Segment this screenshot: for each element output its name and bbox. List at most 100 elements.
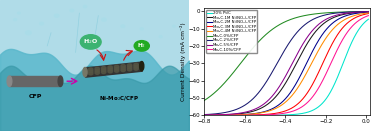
- Y-axis label: Current Density (mA cm⁻²): Current Density (mA cm⁻²): [180, 22, 186, 101]
- Mo₂C-2M Ni(NO₃)₂/CFP: [266, 110, 270, 111]
- Mo₂C-1M Ni(NO₃)₂/CFP: [198, 114, 202, 116]
- Circle shape: [101, 69, 106, 72]
- Mo₂C-4M Ni(NO₃)₂/CFP: [215, 114, 220, 116]
- Circle shape: [84, 5, 87, 8]
- Mo₂C-1M Ni(NO₃)₂/CFP: [329, 18, 334, 19]
- Circle shape: [115, 67, 119, 70]
- Mo₂C-4M Ni(NO₃)₂/CFP: [198, 114, 202, 116]
- Circle shape: [108, 68, 112, 71]
- Mo₂C-0%/CFP: [329, 12, 334, 13]
- Mo₂C-3M Ni(NO₃)₂/CFP: [313, 78, 318, 79]
- Mo₂C-3M Ni(NO₃)₂/CFP: [266, 113, 270, 115]
- Circle shape: [81, 35, 101, 49]
- Mo₂C-3M Ni(NO₃)₂/CFP: [272, 113, 276, 114]
- Mo₂C-5%/CFP: [329, 16, 334, 18]
- Mo₂C-1M Ni(NO₃)₂/CFP: [332, 17, 337, 18]
- Ellipse shape: [83, 67, 87, 77]
- Line: Mo₂C-4M Ni(NO₃)₂/CFP: Mo₂C-4M Ni(NO₃)₂/CFP: [200, 13, 369, 115]
- Line: Mo₂C-10%/CFP: Mo₂C-10%/CFP: [200, 16, 369, 115]
- X-axis label: Overpotential (V vs RHE): Overpotential (V vs RHE): [246, 130, 329, 131]
- Mo₂C-0%/CFP: [198, 102, 202, 104]
- Mo₂C-10%/CFP: [272, 114, 276, 115]
- Mo₂C-10%/CFP: [313, 92, 318, 93]
- Mo₂C-5%/CFP: [272, 93, 276, 95]
- 20% Pt/C: [198, 114, 202, 116]
- Circle shape: [95, 67, 99, 70]
- Mo₂C-0%/CFP: [332, 12, 337, 13]
- Mo₂C-2%/CFP: [329, 13, 334, 15]
- Mo₂C-2M Ni(NO₃)₂/CFP: [198, 114, 202, 116]
- Line: Mo₂C-2M Ni(NO₃)₂/CFP: Mo₂C-2M Ni(NO₃)₂/CFP: [200, 12, 369, 115]
- Mo₂C-0%/CFP: [272, 27, 276, 29]
- Circle shape: [121, 25, 125, 28]
- Circle shape: [108, 70, 112, 73]
- 20% Pt/C: [266, 114, 270, 116]
- Text: H$_2$: H$_2$: [137, 41, 146, 50]
- 20% Pt/C: [272, 114, 276, 116]
- Mo₂C-2M Ni(NO₃)₂/CFP: [366, 11, 371, 13]
- Mo₂C-5%/CFP: [266, 100, 270, 101]
- Mo₂C-2%/CFP: [266, 78, 270, 80]
- Circle shape: [101, 70, 106, 74]
- Circle shape: [127, 64, 132, 67]
- 20% Pt/C: [215, 114, 220, 116]
- Circle shape: [108, 66, 112, 69]
- Circle shape: [70, 9, 74, 12]
- Circle shape: [134, 65, 138, 68]
- Mo₂C-0%/CFP: [215, 90, 220, 91]
- Mo₂C-10%/CFP: [215, 114, 220, 116]
- Circle shape: [121, 69, 125, 72]
- Mo₂C-10%/CFP: [266, 114, 270, 116]
- Circle shape: [140, 28, 143, 30]
- 20% Pt/C: [329, 90, 334, 91]
- Mo₂C-1M Ni(NO₃)₂/CFP: [366, 11, 371, 13]
- Circle shape: [121, 67, 125, 70]
- Circle shape: [88, 70, 93, 73]
- Mo₂C-4M Ni(NO₃)₂/CFP: [266, 110, 270, 112]
- Circle shape: [127, 66, 132, 69]
- Text: H$_2$O: H$_2$O: [83, 37, 98, 46]
- Circle shape: [101, 67, 106, 70]
- Circle shape: [54, 14, 59, 17]
- Line: Mo₂C-0%/CFP: Mo₂C-0%/CFP: [200, 12, 369, 103]
- Circle shape: [172, 25, 175, 27]
- Ellipse shape: [58, 76, 63, 86]
- Circle shape: [127, 68, 132, 71]
- Mo₂C-2%/CFP: [272, 68, 276, 69]
- 20% Pt/C: [332, 83, 337, 85]
- Circle shape: [14, 19, 17, 21]
- Text: CFP: CFP: [28, 94, 42, 99]
- Mo₂C-3M Ni(NO₃)₂/CFP: [215, 114, 220, 116]
- Circle shape: [26, 31, 31, 35]
- Mo₂C-2%/CFP: [215, 113, 220, 114]
- Mo₂C-3M Ni(NO₃)₂/CFP: [329, 45, 334, 46]
- Mo₂C-10%/CFP: [198, 114, 202, 116]
- Ellipse shape: [7, 76, 12, 86]
- Mo₂C-10%/CFP: [332, 55, 337, 57]
- Mo₂C-2M Ni(NO₃)₂/CFP: [313, 45, 318, 46]
- Mo₂C-5%/CFP: [366, 11, 371, 12]
- Circle shape: [95, 69, 99, 72]
- Line: 20% Pt/C: 20% Pt/C: [200, 19, 369, 115]
- Mo₂C-1M Ni(NO₃)₂/CFP: [313, 31, 318, 32]
- Mo₂C-1M Ni(NO₃)₂/CFP: [272, 98, 276, 99]
- Line: Mo₂C-1M Ni(NO₃)₂/CFP: Mo₂C-1M Ni(NO₃)₂/CFP: [200, 12, 369, 115]
- Mo₂C-2M Ni(NO₃)₂/CFP: [332, 21, 337, 23]
- Circle shape: [115, 69, 119, 72]
- Mo₂C-2%/CFP: [366, 11, 371, 12]
- Text: Ni-Mo$_2$C/CFP: Ni-Mo$_2$C/CFP: [99, 94, 139, 103]
- Circle shape: [88, 68, 93, 71]
- 20% Pt/C: [313, 108, 318, 110]
- Mo₂C-2%/CFP: [313, 17, 318, 19]
- Legend: 20% Pt/C, Mo₂C-1M Ni(NO₃)₂/CFP, Mo₂C-2M Ni(NO₃)₂/CFP, Mo₂C-3M Ni(NO₃)₂/CFP, Mo₂C: 20% Pt/C, Mo₂C-1M Ni(NO₃)₂/CFP, Mo₂C-2M …: [206, 10, 257, 53]
- Mo₂C-10%/CFP: [366, 15, 371, 16]
- Mo₂C-5%/CFP: [215, 114, 220, 116]
- Mo₂C-2M Ni(NO₃)₂/CFP: [272, 107, 276, 109]
- Circle shape: [159, 36, 162, 38]
- 20% Pt/C: [366, 18, 371, 20]
- Mo₂C-4M Ni(NO₃)₂/CFP: [329, 30, 334, 32]
- Mo₂C-5%/CFP: [332, 15, 337, 17]
- Mo₂C-4M Ni(NO₃)₂/CFP: [313, 55, 318, 56]
- Mo₂C-1M Ni(NO₃)₂/CFP: [266, 103, 270, 105]
- Circle shape: [134, 41, 149, 51]
